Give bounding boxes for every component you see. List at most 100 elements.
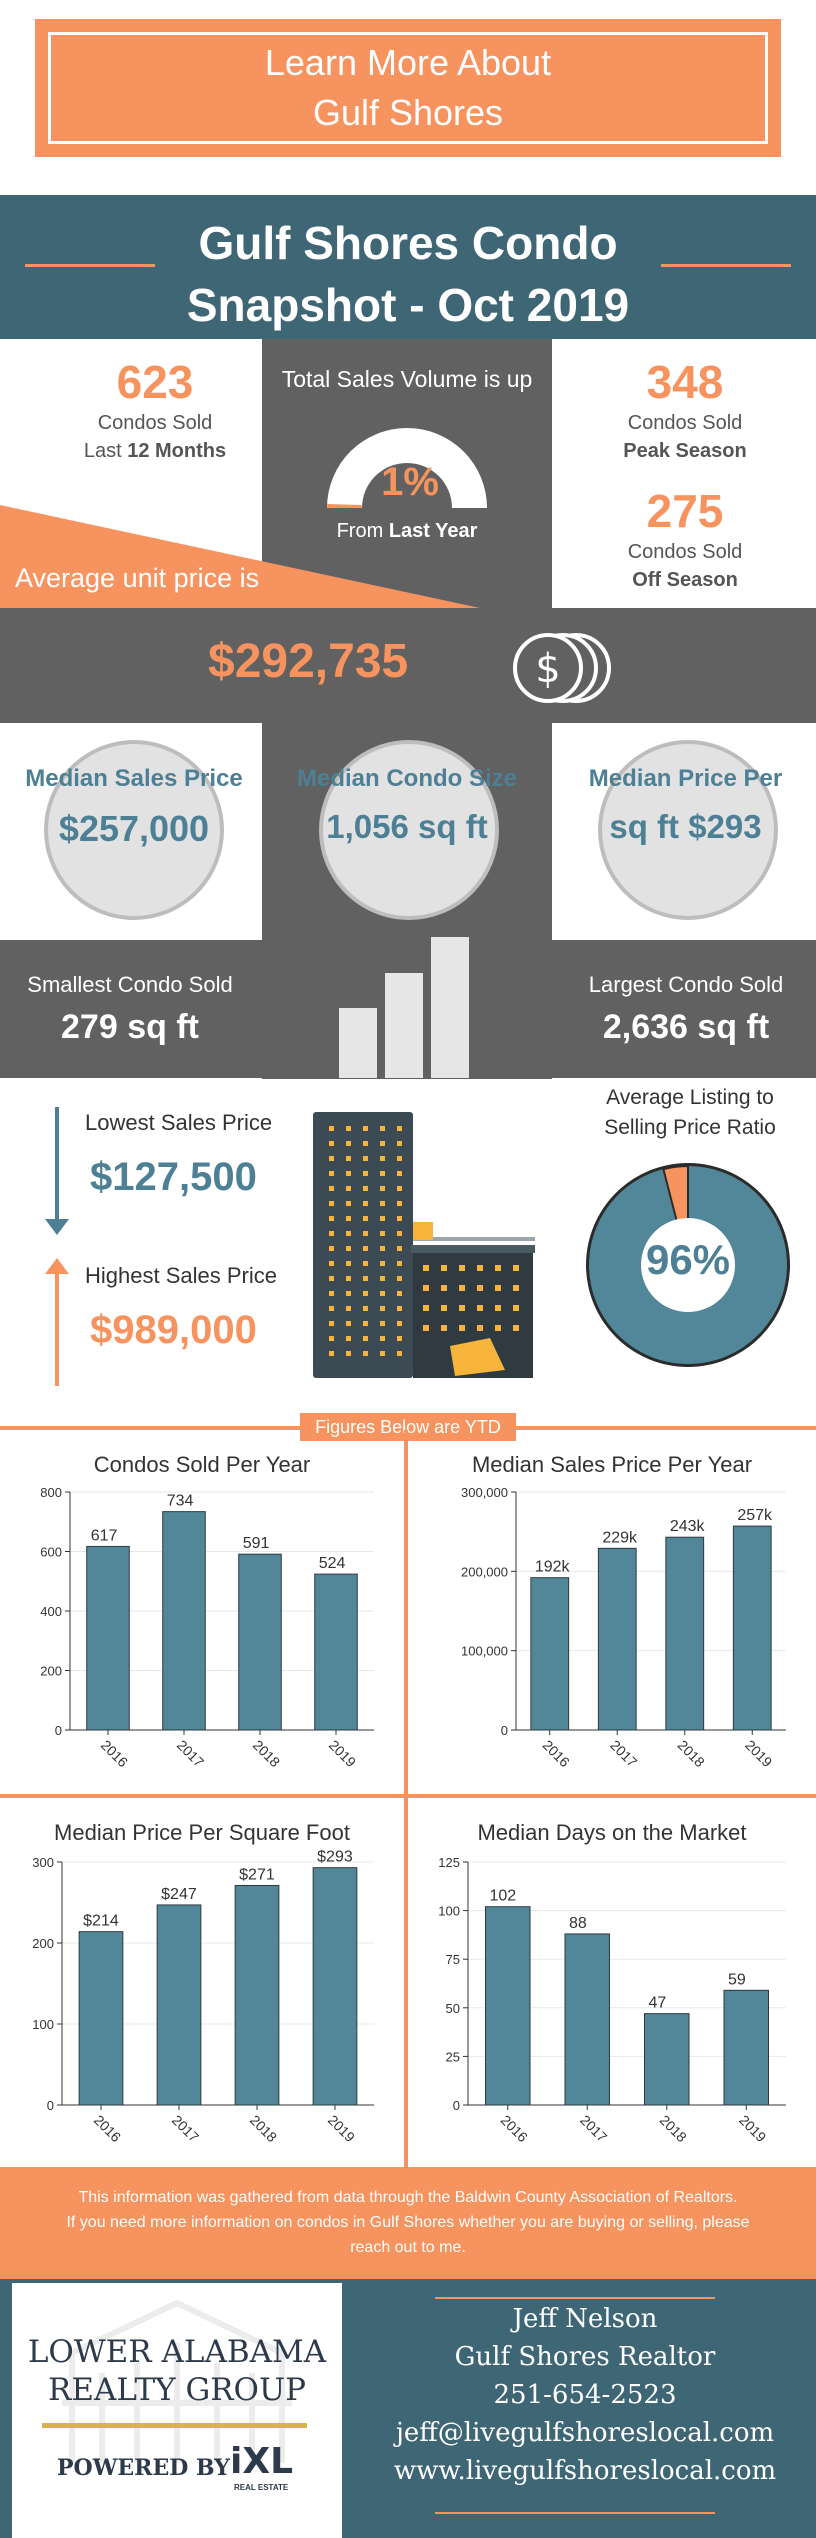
window-icon xyxy=(441,1305,447,1311)
footer-note: This information was gathered from data … xyxy=(0,2167,816,2279)
lowest-label: Lowest Sales Price xyxy=(85,1110,273,1135)
average-price-value: $292,735 xyxy=(208,635,409,688)
median-ppsf-value: sq ft $293 xyxy=(609,808,762,845)
bar xyxy=(312,1867,358,2106)
window-icon xyxy=(329,1171,334,1176)
window-icon xyxy=(329,1231,334,1236)
company-logo[interactable]: LOWER ALABAMA REALTY GROUP POWERED BY iX… xyxy=(12,2283,342,2538)
logo-watermark xyxy=(62,2299,292,2463)
window-icon xyxy=(397,1306,402,1311)
window-icon xyxy=(346,1231,351,1236)
contact-rule-top xyxy=(435,2297,715,2299)
window-icon xyxy=(397,1126,402,1131)
window-icon xyxy=(363,1201,368,1206)
x-tick-label: 2018 xyxy=(657,2112,690,2145)
window-icon xyxy=(346,1171,351,1176)
bar xyxy=(484,1906,531,2106)
bar-value-label: 734 xyxy=(167,1493,194,1510)
window-icon xyxy=(380,1231,385,1236)
bar-value-label: 257k xyxy=(737,1507,773,1524)
x-tick-label: 2019 xyxy=(326,1737,359,1770)
x-tick-label: 2018 xyxy=(247,2112,280,2145)
window-icon xyxy=(397,1261,402,1266)
chart-days-on-market: 0 25 50 75 100 125 102 2016 88 2017 47 2018 59 2019 xyxy=(438,1855,786,2145)
y-tick-label: 0 xyxy=(453,2098,460,2113)
window-icon xyxy=(380,1126,385,1131)
window-icon xyxy=(397,1336,402,1341)
window-icon xyxy=(477,1305,483,1311)
bar-value-label: $214 xyxy=(83,1913,119,1930)
window-icon xyxy=(380,1186,385,1191)
logo-ixl-sub: REAL ESTATE xyxy=(234,2483,289,2492)
window-icon xyxy=(459,1305,465,1311)
window-icon xyxy=(380,1291,385,1296)
window-icon xyxy=(329,1156,334,1161)
window-icon xyxy=(513,1325,519,1331)
logo-ixl: iXL xyxy=(230,2441,294,2482)
window-icon xyxy=(363,1351,368,1356)
y-tick-label: 100 xyxy=(438,1904,460,1919)
bar-value-label: 59 xyxy=(728,1971,746,1988)
bar-value-label: 102 xyxy=(489,1888,516,1905)
window-icon xyxy=(513,1265,519,1271)
largest-label: Largest Condo Sold xyxy=(588,972,784,997)
footer-note-line2: If you need more information on condos i… xyxy=(66,2214,750,2231)
window-icon xyxy=(346,1321,351,1326)
window-icon xyxy=(363,1321,368,1326)
window-icon xyxy=(363,1291,368,1296)
window-icon xyxy=(441,1265,447,1271)
contact-email[interactable]: jeff@livegulfshoreslocal.com xyxy=(395,2418,775,2448)
window-icon xyxy=(346,1156,351,1161)
bar xyxy=(162,1511,206,1731)
contact-phone[interactable]: 251-654-2523 xyxy=(493,2380,677,2410)
window-icon xyxy=(346,1216,351,1221)
window-icon xyxy=(397,1201,402,1206)
window-icon xyxy=(380,1276,385,1281)
y-tick-label: 400 xyxy=(40,1604,62,1619)
window-icon xyxy=(441,1325,447,1331)
window-icon xyxy=(513,1305,519,1311)
x-tick-label: 2017 xyxy=(607,1737,640,1770)
off-count: 275 xyxy=(646,485,724,537)
window-icon xyxy=(459,1285,465,1291)
bar xyxy=(723,1989,770,2106)
chart-title-median-price: Median Sales Price Per Year xyxy=(471,1452,753,1477)
window-icon xyxy=(397,1156,402,1161)
window-icon xyxy=(329,1216,334,1221)
y-tick-label: 0 xyxy=(55,1723,62,1738)
smallest-value: 279 sq ft xyxy=(61,1008,199,1046)
median-ppsf-circle xyxy=(598,740,778,920)
x-tick-label: 2017 xyxy=(169,2112,202,2145)
window-icon xyxy=(380,1336,385,1341)
contact-website[interactable]: www.livegulfshoreslocal.com xyxy=(393,2456,777,2486)
bar-value-label: $271 xyxy=(239,1866,275,1883)
contact-rule-bottom xyxy=(435,2512,715,2514)
chart-divider-vertical xyxy=(404,1430,408,2167)
window-icon xyxy=(329,1126,334,1131)
bar xyxy=(665,1536,705,1731)
window-icon xyxy=(380,1156,385,1161)
window-icon xyxy=(397,1246,402,1251)
median-size-title: Median Condo Size xyxy=(296,765,517,792)
ratio-donut xyxy=(586,1163,790,1367)
y-tick-label: 800 xyxy=(40,1485,62,1500)
footer-note-line3: reach out to me. xyxy=(350,2239,466,2256)
lowest-value: $127,500 xyxy=(90,1155,257,1199)
bar xyxy=(597,1547,637,1731)
bar-value-label: $293 xyxy=(317,1850,353,1866)
window-icon xyxy=(380,1351,385,1356)
window-icon xyxy=(380,1306,385,1311)
bar xyxy=(530,1577,570,1731)
window-icon xyxy=(380,1141,385,1146)
bar-value-label: 243k xyxy=(670,1518,706,1535)
window-icon xyxy=(346,1351,351,1356)
window-icon xyxy=(397,1186,402,1191)
window-icon xyxy=(495,1265,501,1271)
volume-percent: 1% xyxy=(381,460,439,504)
learn-more-banner[interactable]: Learn More About Gulf Shores xyxy=(35,19,781,157)
bar xyxy=(643,2013,690,2106)
ratio-heading: Average Listing to Selling Price Ratio xyxy=(570,1083,810,1143)
chart-title-condos-sold: Condos Sold Per Year xyxy=(93,1452,311,1477)
median-ppsf-title: Median Price Per xyxy=(588,765,783,792)
window-icon xyxy=(380,1216,385,1221)
